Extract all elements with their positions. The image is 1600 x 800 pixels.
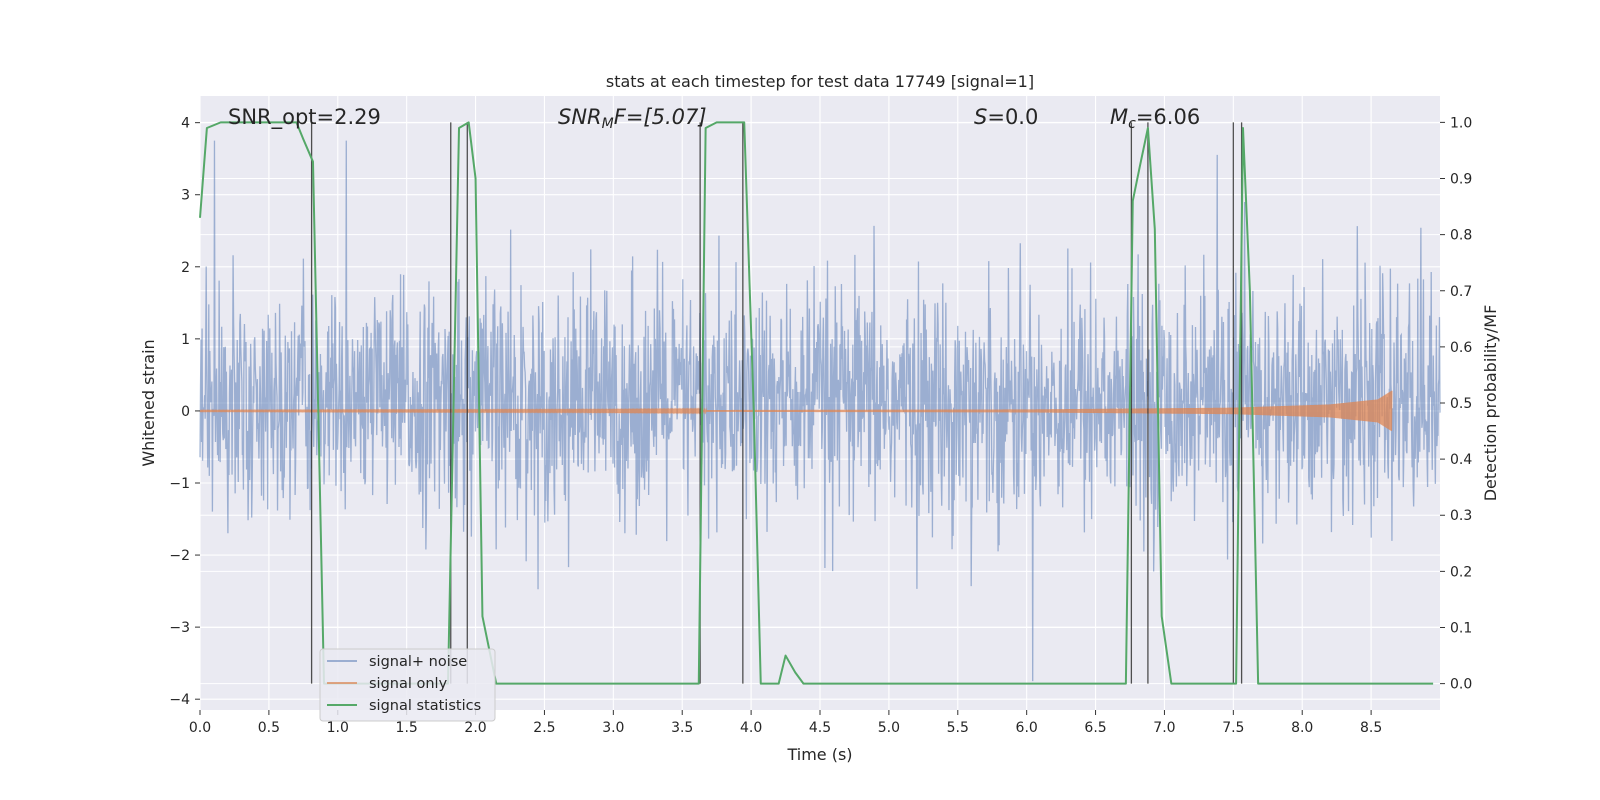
x-tick-label: 2.0 [464, 720, 486, 736]
signal-only-line [199, 390, 1393, 431]
annotation-snr-opt: SNR_opt=2.29 [228, 105, 381, 130]
x-tick-label: 6.0 [1016, 720, 1038, 736]
y-tick-label-right: 0.1 [1450, 620, 1472, 636]
y-tick-label-left: 2 [181, 260, 190, 276]
annotation-snr-mf: SNRMF=[5.07] [558, 105, 707, 132]
x-tick-label: 4.5 [809, 720, 831, 736]
x-tick-label: 8.5 [1360, 720, 1382, 736]
y-tick-label-right: 0.6 [1450, 340, 1472, 356]
legend-box [319, 648, 496, 722]
x-tick-label: 7.5 [1222, 720, 1244, 736]
annotation-snr-mf-sub: M [602, 116, 614, 132]
annotation-s-italic: S [974, 105, 987, 129]
annotations: SNR_opt=2.29 SNRMF=[5.07] S=0.0 Mc=6.06 [228, 105, 1200, 132]
x-tick-label: 8.0 [1291, 720, 1313, 736]
legend-label-signal: signal only [369, 676, 448, 692]
annotation-s: S=0.0 [974, 105, 1038, 129]
y-tick-label-right: 0.9 [1450, 172, 1472, 188]
statistics-series [199, 121, 1434, 685]
y-axis-label-left: Whitened strain [139, 339, 158, 466]
annotation-mc-italic: M [1110, 105, 1128, 129]
x-tick-label: 7.0 [1153, 720, 1175, 736]
annotation-s-rest: =0.0 [987, 105, 1038, 129]
annotation-snr-mf-suffix: F=[5.07] [614, 105, 707, 129]
y-tick-label-left: −1 [169, 476, 190, 492]
x-tick-label: 6.5 [1084, 720, 1106, 736]
legend: signal+ noise signal only signal statist… [319, 648, 496, 722]
statistics-line [199, 121, 1434, 685]
annotation-snr-mf-prefix: SNR [558, 105, 602, 129]
x-tick-label: 1.5 [396, 720, 418, 736]
legend-label-noise: signal+ noise [369, 654, 467, 670]
y-tick-label-left: −3 [169, 620, 190, 636]
x-tick-label: 5.0 [878, 720, 900, 736]
x-tick-label: 1.0 [327, 720, 349, 736]
y-tick-label-left: 4 [181, 116, 190, 132]
annotation-mc-sub: c [1128, 116, 1136, 132]
x-tick-label: 3.0 [602, 720, 624, 736]
x-tick-label: 0.5 [258, 720, 280, 736]
y-tick-label-right: 0.0 [1450, 677, 1472, 693]
signal-only-series [199, 390, 1393, 431]
x-tick-label: 4.0 [740, 720, 762, 736]
chart-title: stats at each timestep for test data 177… [606, 72, 1034, 91]
y-axis-label-right: Detection probability/MF [1481, 305, 1500, 502]
y-tick-label-left: 1 [181, 332, 190, 348]
y-tick-label-right: 1.0 [1450, 115, 1472, 131]
annotation-mc-rest: =6.06 [1136, 105, 1200, 129]
y-tick-label-left: −4 [169, 692, 190, 708]
y-tick-label-left: −2 [169, 548, 190, 564]
y-tick-label-right: 0.4 [1450, 452, 1472, 468]
y-tick-label-right: 0.5 [1450, 396, 1472, 412]
legend-label-statistics: signal statistics [369, 698, 481, 714]
y-tick-label-right: 0.8 [1450, 228, 1472, 244]
y-tick-label-right: 0.3 [1450, 508, 1472, 524]
y-tick-label-left: 3 [181, 188, 190, 204]
x-tick-label: 2.5 [533, 720, 555, 736]
tick-labels: 0.0 0.5 1.0 1.5 2.0 2.5 3.0 3.5 4.0 4.5 5.0 5.5 6.0 6… [169, 115, 1472, 736]
x-axis-label: Time (s) [786, 745, 852, 764]
x-tick-label: 3.5 [671, 720, 693, 736]
y-tick-label-left: 0 [181, 404, 190, 420]
annotation-mc: Mc=6.06 [1110, 105, 1200, 132]
x-tick-label: 5.5 [947, 720, 969, 736]
y-tick-label-right: 0.7 [1450, 284, 1472, 300]
y-tick-label-right: 0.2 [1450, 564, 1472, 580]
x-tick-label: 0.0 [189, 720, 211, 736]
